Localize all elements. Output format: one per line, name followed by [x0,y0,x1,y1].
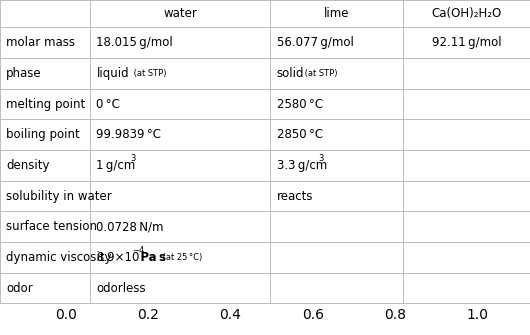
Text: boiling point: boiling point [6,128,80,141]
Text: (at 25 °C): (at 25 °C) [161,253,202,262]
Text: (at STP): (at STP) [132,69,167,78]
Text: liquid: liquid [96,67,129,80]
Text: −4: −4 [132,246,145,255]
Text: 99.9839 °C: 99.9839 °C [96,128,162,141]
Text: odorless: odorless [96,281,146,294]
Text: 0 °C: 0 °C [96,97,120,111]
Text: dynamic viscosity: dynamic viscosity [6,251,112,264]
Text: reacts: reacts [277,190,313,203]
Text: 3: 3 [130,154,135,163]
Text: (at STP): (at STP) [303,69,338,78]
Text: 0.0728 N/m: 0.0728 N/m [96,220,164,233]
Text: Pa s: Pa s [138,251,166,264]
Text: 2850 °C: 2850 °C [277,128,323,141]
Text: 56.077 g/mol: 56.077 g/mol [277,36,354,49]
Text: water: water [163,7,197,20]
Text: molar mass: molar mass [6,36,75,49]
Text: melting point: melting point [6,97,86,111]
Text: 18.015 g/mol: 18.015 g/mol [96,36,173,49]
Text: solid: solid [277,67,304,80]
Text: 2580 °C: 2580 °C [277,97,323,111]
Text: density: density [6,159,50,172]
Text: 3.3 g/cm: 3.3 g/cm [277,159,327,172]
Text: Ca(OH)₂H₂O: Ca(OH)₂H₂O [431,7,501,20]
Text: lime: lime [324,7,349,20]
Text: 1 g/cm: 1 g/cm [96,159,136,172]
Text: solubility in water: solubility in water [6,190,112,203]
Text: phase: phase [6,67,42,80]
Text: 92.11 g/mol: 92.11 g/mol [431,36,501,49]
Text: surface tension: surface tension [6,220,98,233]
Text: 8.9×10: 8.9×10 [96,251,140,264]
Text: odor: odor [6,281,33,294]
Text: 3: 3 [318,154,323,163]
